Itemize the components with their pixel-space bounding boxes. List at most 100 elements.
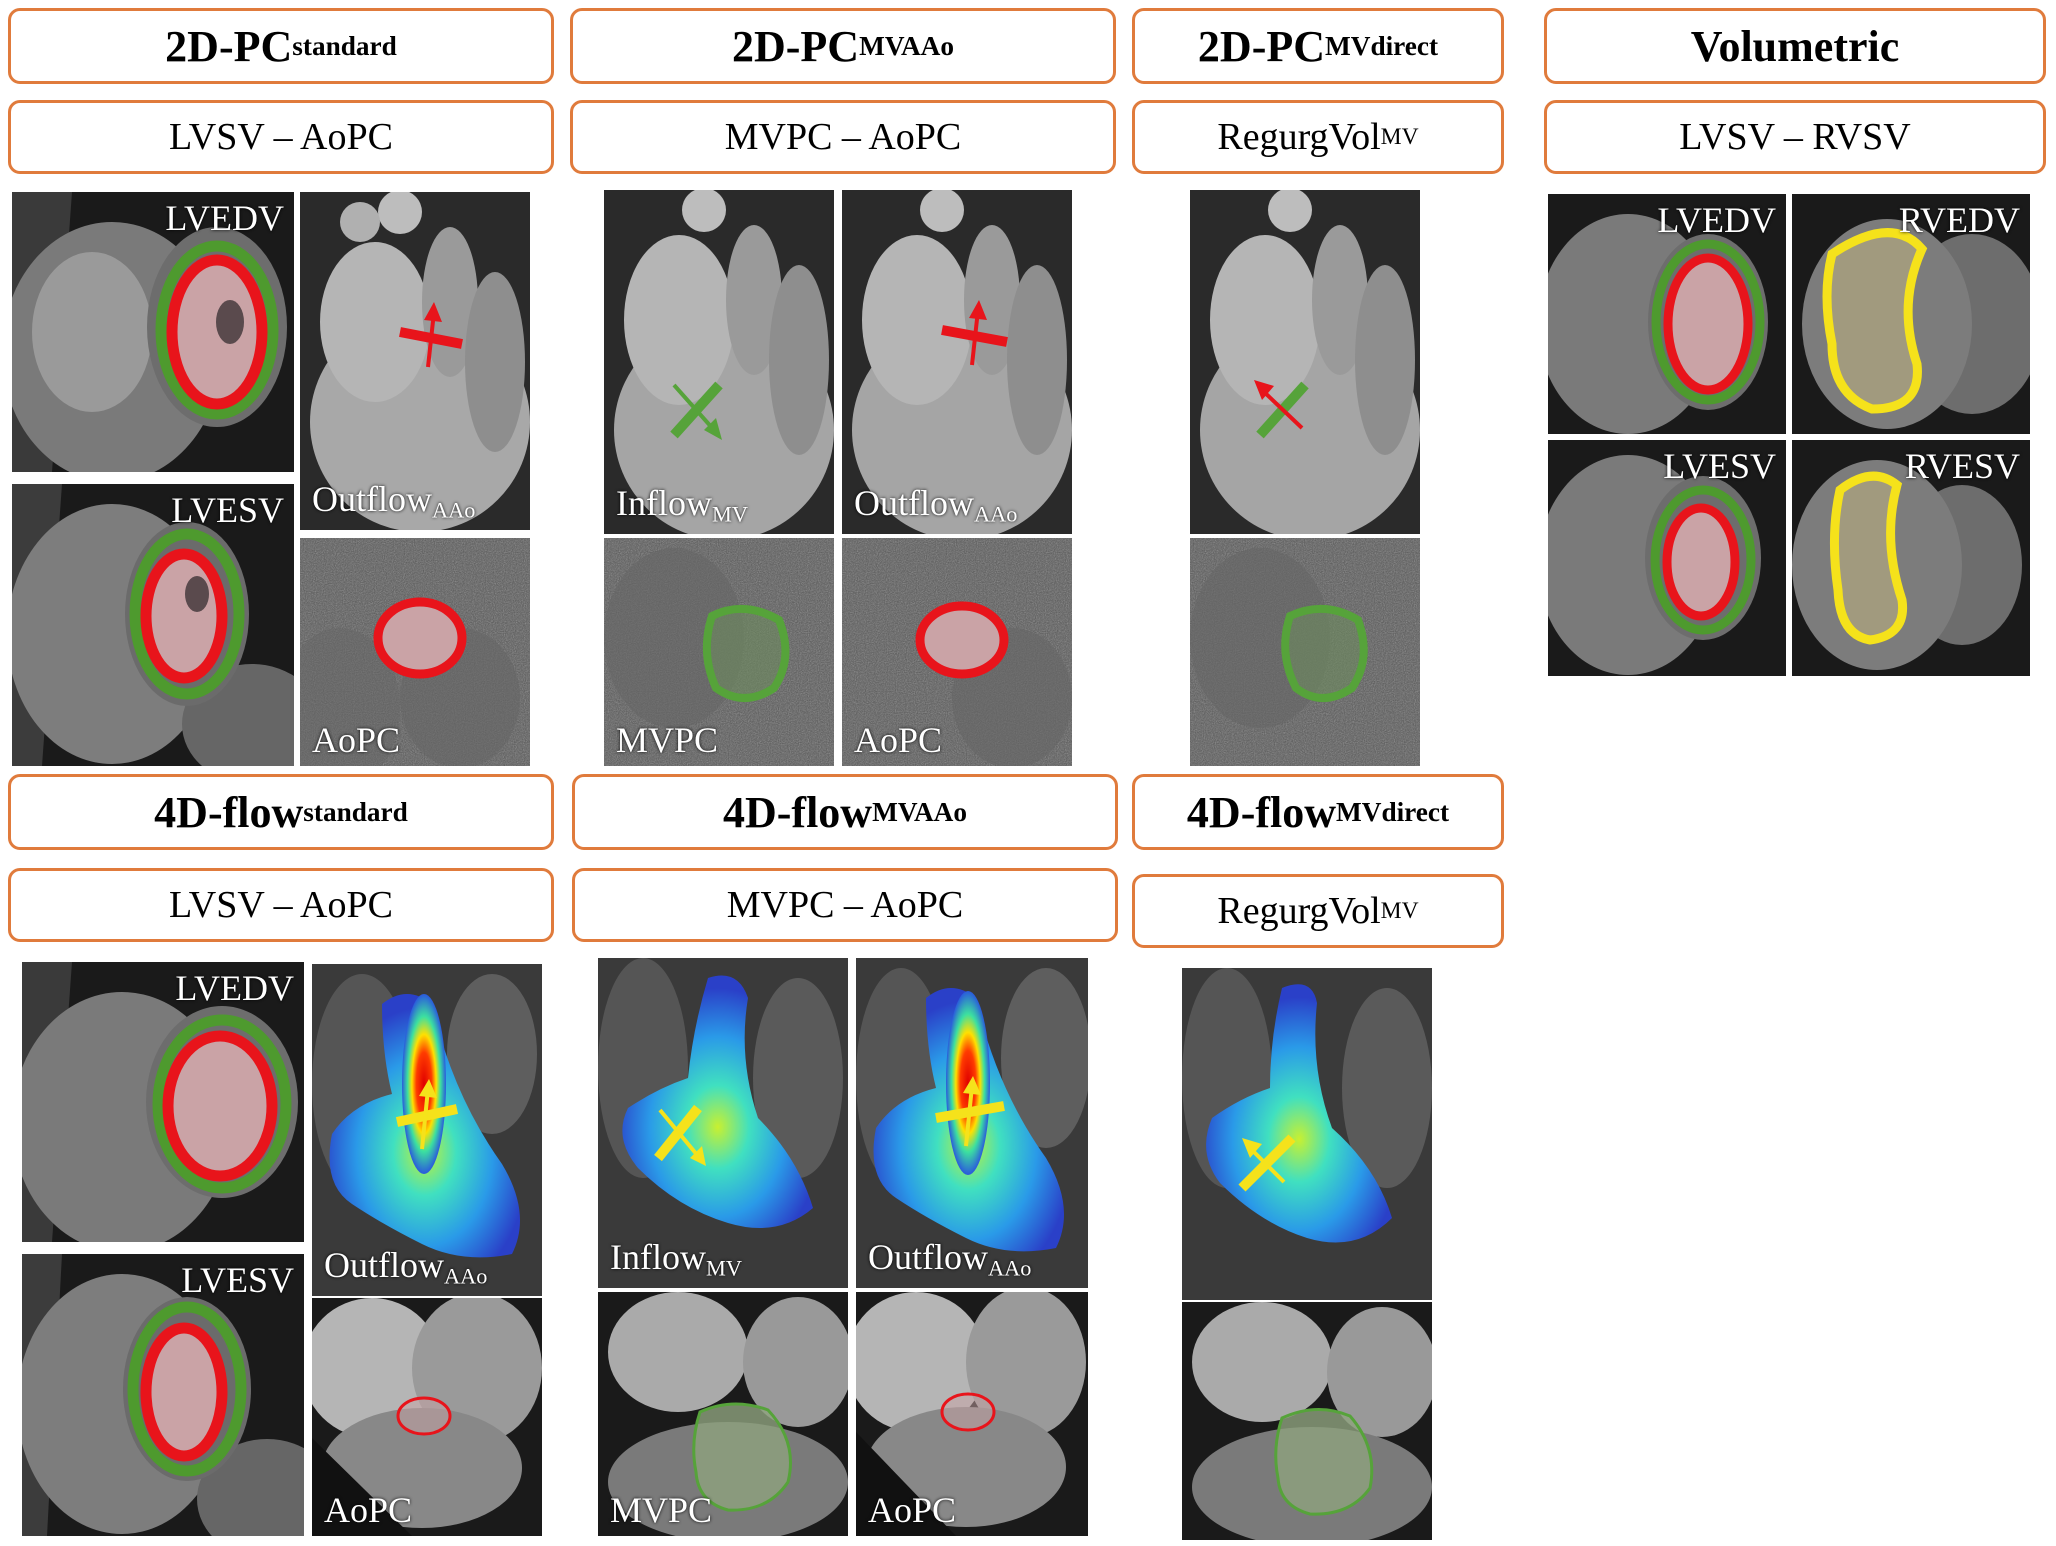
flow-arrow-icon [970, 309, 980, 366]
lvesv-label: LVESV [1663, 446, 1776, 486]
image-vol-rvesv: RVESV [1792, 440, 2030, 676]
title-4dflow-mvaao: 4D-flow MVAAo [572, 774, 1118, 850]
flow-velocity-map [312, 964, 542, 1296]
flow-arrow-icon [964, 1085, 974, 1147]
image-4d-mvdirect-pc [1182, 1302, 1432, 1540]
long-axis-cine-image [1190, 190, 1420, 534]
aorta-contour [915, 601, 1009, 679]
short-axis-cine-image [12, 192, 294, 472]
magnitude-image [598, 1292, 848, 1536]
title-2dpc-mvdirect: 2D-PC MVdirect [1132, 8, 1504, 84]
flow-velocity-map [1182, 968, 1432, 1300]
image-2dpc-mvaao-outflow: OutflowAAo [842, 190, 1072, 534]
formula-2dpc-standard: LVSV – AoPC [8, 100, 554, 174]
lv-endocardial-contour [1663, 253, 1753, 395]
flow-arrow-icon [672, 383, 716, 432]
lv-epicardial-contour [155, 240, 279, 420]
title-main: 2D-PC [165, 21, 293, 71]
lv-epicardial-contour [129, 528, 245, 700]
title-sub: standard [303, 796, 408, 827]
phase-contrast-image [300, 538, 530, 766]
lv-endocardial-contour [140, 548, 228, 684]
title-sub: MVdirect [1325, 30, 1439, 61]
title-2dpc-standard: 2D-PC standard [8, 8, 554, 84]
image-4d-outflow-aao: OutflowAAo [312, 964, 542, 1296]
title-sub: MVdirect [1336, 796, 1450, 827]
outflow-label: OutflowAAo [324, 1245, 488, 1289]
phase-contrast-image [842, 538, 1072, 766]
title-main: Volumetric [1690, 21, 1900, 71]
image-4d-inflow-mv: InflowMV [598, 958, 848, 1288]
rvesv-label: RVESV [1904, 446, 2020, 486]
formula-2dpc-mvdirect: RegurgVol MV [1132, 100, 1504, 174]
image-2dpc-mvpc: MVPC [604, 538, 834, 766]
formula-text: RegurgVol [1217, 890, 1381, 932]
flow-arrow-icon [420, 1088, 430, 1150]
aorta-contour [940, 1392, 996, 1432]
long-axis-cine-image [300, 192, 530, 530]
image-4d-lvedv: LVEDV [22, 962, 304, 1242]
title-2dpc-mvaao: 2D-PC MVAAo [570, 8, 1116, 84]
flow-arrow-icon [658, 1108, 700, 1158]
title-sub: standard [292, 30, 397, 61]
lv-endocardial-contour [140, 1322, 228, 1462]
formula-2dpc-mvaao: MVPC – AoPC [570, 100, 1116, 174]
inflow-label: InflowMV [610, 1237, 742, 1281]
formula-sub: MV [1380, 123, 1419, 150]
lv-endocardial-contour [162, 1030, 278, 1182]
title-sub: MVAAo [859, 30, 955, 61]
short-axis-cine-image [12, 484, 294, 766]
formula-text: MVPC – AoPC [724, 116, 962, 158]
title-main: 4D-flow [154, 787, 304, 837]
formula-text: LVSV – AoPC [169, 884, 393, 926]
flow-arrow-icon [1248, 1146, 1286, 1184]
image-4d-mvdirect-flow [1182, 968, 1432, 1300]
title-4dflow-standard: 4D-flow standard [8, 774, 554, 850]
aopc-label: AoPC [868, 1490, 957, 1530]
aorta-contour [396, 1396, 452, 1436]
title-main: 2D-PC [731, 21, 860, 71]
formula-text: LVSV – AoPC [169, 116, 393, 158]
aopc-label: AoPC [854, 720, 943, 760]
image-4d-mvaao-outflow: OutflowAAo [856, 958, 1088, 1288]
phase-contrast-image [1190, 538, 1420, 766]
long-axis-cine-image [604, 190, 834, 534]
flow-arrow-icon [1260, 388, 1304, 430]
lvedv-label: LVEDV [165, 198, 284, 238]
outflow-label: OutflowAAo [868, 1237, 1032, 1281]
mitral-valve-contour [692, 1402, 792, 1512]
short-axis-cine-image [1792, 440, 2030, 676]
mvpc-label: MVPC [616, 720, 719, 760]
rv-contour [1829, 471, 1908, 645]
magnitude-image [312, 1298, 542, 1536]
mitral-valve-contour [1281, 604, 1368, 702]
title-main: 4D-flow [722, 787, 873, 837]
title-main: 2D-PC [1197, 21, 1326, 71]
image-4d-mvaao-aopc: AoPC [856, 1292, 1088, 1536]
aorta-contour [373, 597, 467, 679]
mvpc-label: MVPC [610, 1490, 713, 1530]
lv-epicardial-contour [1650, 485, 1756, 635]
title-sub: MVAAo [872, 796, 968, 827]
mitral-valve-contour [702, 604, 790, 702]
image-vol-rvedv: RVEDV [1792, 194, 2030, 434]
image-2dpc-mvaao-aopc: AoPC [842, 538, 1072, 766]
short-axis-cine-image [1548, 194, 1786, 434]
lv-endocardial-contour [166, 254, 268, 410]
image-4d-aopc: AoPC [312, 1298, 542, 1536]
lvesv-label: LVESV [171, 490, 284, 530]
aopc-label: AoPC [312, 720, 401, 760]
long-axis-cine-image [842, 190, 1072, 534]
title-main: 4D-flow [1186, 787, 1337, 837]
phase-contrast-image [604, 538, 834, 766]
aopc-label: AoPC [324, 1490, 413, 1530]
magnitude-image [1182, 1302, 1432, 1540]
flow-velocity-map [856, 958, 1088, 1288]
image-2dpc-lvedv: LVEDV [12, 192, 294, 472]
formula-sub: MV [1380, 897, 1419, 924]
lv-endocardial-contour [1662, 503, 1740, 621]
rvedv-label: RVEDV [1898, 200, 2020, 240]
image-4d-mvpc: MVPC [598, 1292, 848, 1536]
flow-velocity-map [598, 958, 848, 1288]
formula-4dflow-mvaao: MVPC – AoPC [572, 868, 1118, 942]
